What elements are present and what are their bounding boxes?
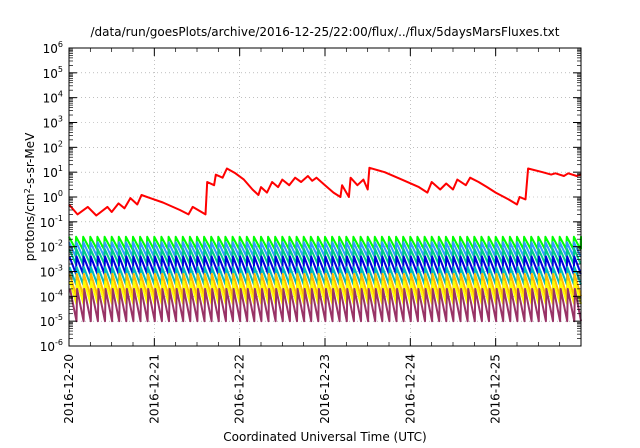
y-tick-label: 10-6 bbox=[40, 338, 63, 354]
y-tick-label: 10-5 bbox=[40, 313, 63, 329]
y-tick-label: 104 bbox=[43, 90, 63, 106]
series-group bbox=[68, 166, 582, 323]
y-tick-label: 10-3 bbox=[40, 264, 63, 280]
y-tick-label: 100 bbox=[43, 189, 63, 205]
x-tick-label: 2016-12-22 bbox=[233, 354, 247, 424]
x-tick-label: 2016-12-23 bbox=[318, 354, 332, 424]
y-tick-label: 10-4 bbox=[40, 288, 63, 304]
x-tick-label: 2016-12-21 bbox=[147, 354, 161, 424]
x-tick-label: 2016-12-24 bbox=[403, 354, 417, 424]
y-tick-label: 103 bbox=[43, 115, 63, 131]
y-tick-label: 106 bbox=[43, 40, 63, 56]
y-tick-label: 10-2 bbox=[40, 239, 63, 255]
x-tick-label: 2016-12-25 bbox=[489, 354, 503, 424]
y-tick-label: 102 bbox=[43, 139, 63, 155]
series-line bbox=[69, 287, 582, 323]
y-tick-label: 105 bbox=[43, 65, 63, 81]
y-tick-label: 101 bbox=[43, 164, 63, 180]
series-line bbox=[68, 166, 582, 217]
y-axis: 10-6 10-5 10-4 10-3 10-2 10-1 100 101 102 103 104 1… bbox=[40, 40, 581, 354]
series-line bbox=[68, 235, 582, 251]
y-axis-label: protons/cm2-s-sr-MeV bbox=[23, 132, 38, 261]
chart-title: /data/run/goesPlots/archive/2016-12-25/2… bbox=[91, 25, 560, 39]
x-axis: 2016-12-20 2016-12-21 2016-12-22 2016-12-23… bbox=[62, 48, 582, 424]
y-tick-label: 10-1 bbox=[40, 214, 63, 230]
x-tick-label: 2016-12-20 bbox=[62, 354, 76, 424]
x-axis-label: Coordinated Universal Time (UTC) bbox=[223, 430, 426, 444]
